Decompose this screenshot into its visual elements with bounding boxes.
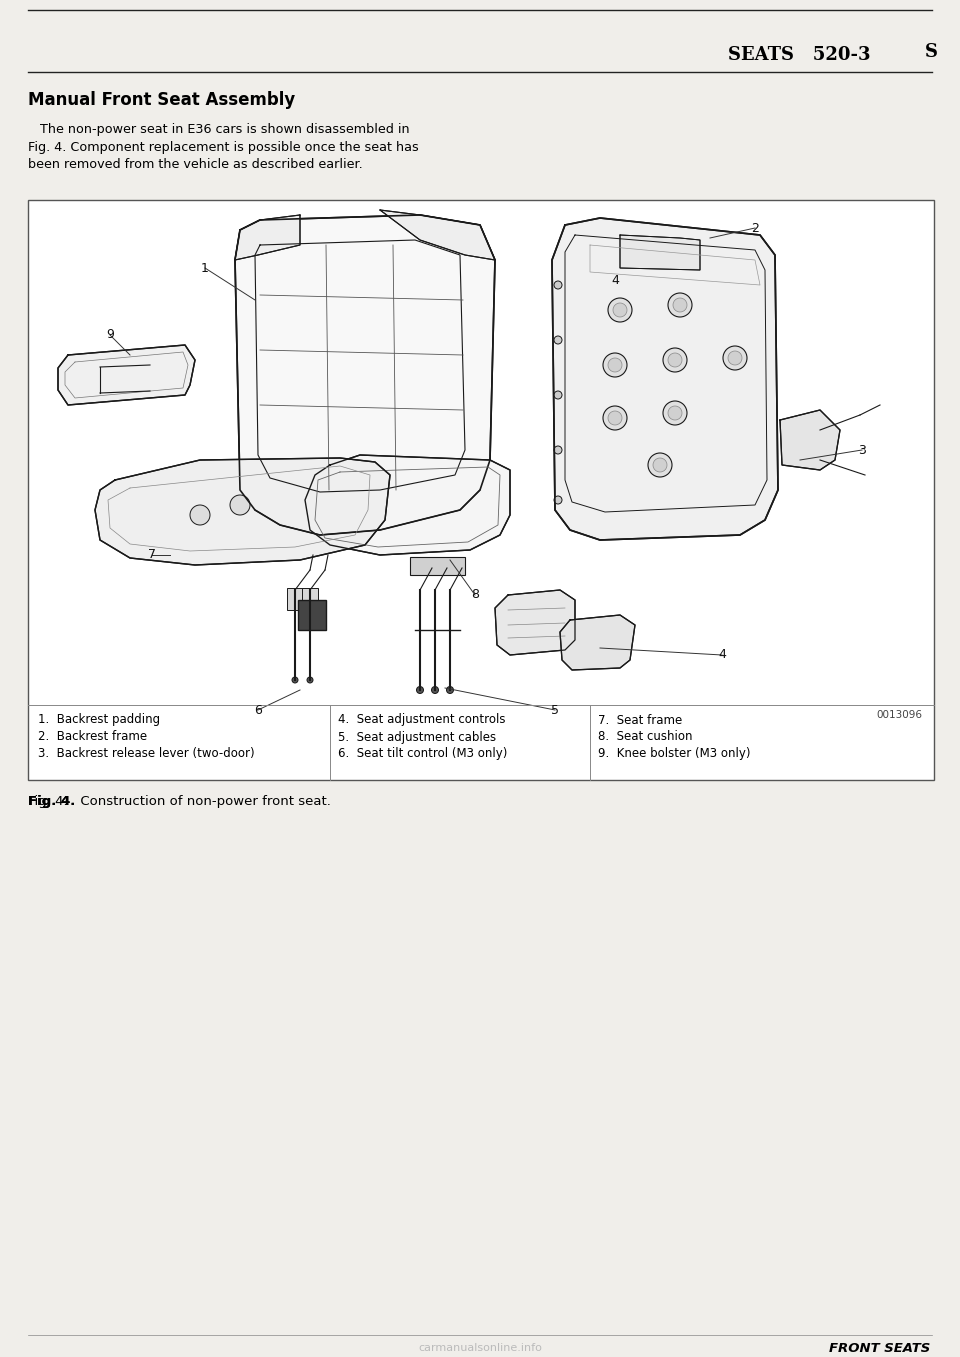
Text: FRONT SEATS: FRONT SEATS bbox=[828, 1342, 930, 1354]
Text: 1.  Backrest padding: 1. Backrest padding bbox=[38, 714, 160, 726]
Circle shape bbox=[417, 687, 423, 693]
Polygon shape bbox=[552, 218, 778, 540]
Circle shape bbox=[603, 406, 627, 430]
Circle shape bbox=[723, 346, 747, 370]
Text: S: S bbox=[925, 43, 938, 61]
Text: Manual Front Seat Assembly: Manual Front Seat Assembly bbox=[28, 91, 296, 109]
Text: 1: 1 bbox=[201, 262, 209, 274]
Circle shape bbox=[554, 281, 562, 289]
Circle shape bbox=[554, 446, 562, 455]
Circle shape bbox=[668, 353, 682, 366]
Circle shape bbox=[292, 677, 298, 683]
Text: 2.  Backrest frame: 2. Backrest frame bbox=[38, 730, 147, 744]
Text: 3.  Backrest release lever (two-door): 3. Backrest release lever (two-door) bbox=[38, 748, 254, 760]
Bar bbox=[28, 199, 934, 780]
Bar bbox=[410, 556, 465, 575]
Circle shape bbox=[668, 406, 682, 421]
Text: 7.  Seat frame: 7. Seat frame bbox=[598, 714, 683, 726]
Circle shape bbox=[431, 687, 439, 693]
Text: Fig. 4.   Construction of non-power front seat.: Fig. 4. Construction of non-power front … bbox=[28, 795, 331, 809]
Circle shape bbox=[554, 337, 562, 345]
Circle shape bbox=[673, 299, 687, 312]
Text: Fig. 4. Component replacement is possible once the seat has: Fig. 4. Component replacement is possibl… bbox=[28, 141, 419, 153]
Text: 2: 2 bbox=[751, 221, 759, 235]
Circle shape bbox=[648, 453, 672, 478]
Circle shape bbox=[608, 299, 632, 322]
Text: 4.  Seat adjustment controls: 4. Seat adjustment controls bbox=[338, 714, 506, 726]
Text: 3: 3 bbox=[858, 444, 866, 456]
Bar bbox=[302, 588, 318, 611]
Polygon shape bbox=[620, 235, 700, 270]
Polygon shape bbox=[95, 459, 390, 565]
Text: 9: 9 bbox=[106, 328, 114, 342]
Polygon shape bbox=[780, 410, 840, 470]
Circle shape bbox=[190, 505, 210, 525]
Text: 0013096: 0013096 bbox=[876, 710, 922, 721]
Text: 6: 6 bbox=[254, 703, 262, 716]
Polygon shape bbox=[305, 455, 510, 555]
Polygon shape bbox=[380, 210, 495, 261]
Circle shape bbox=[728, 351, 742, 365]
Text: 4: 4 bbox=[612, 274, 619, 286]
Polygon shape bbox=[235, 214, 495, 535]
Text: 7: 7 bbox=[148, 548, 156, 562]
Circle shape bbox=[603, 353, 627, 377]
Circle shape bbox=[663, 402, 687, 425]
Circle shape bbox=[554, 391, 562, 399]
Polygon shape bbox=[58, 345, 195, 404]
Polygon shape bbox=[495, 590, 575, 655]
Text: 8.  Seat cushion: 8. Seat cushion bbox=[598, 730, 692, 744]
Text: 5.  Seat adjustment cables: 5. Seat adjustment cables bbox=[338, 730, 496, 744]
Polygon shape bbox=[560, 615, 635, 670]
Text: 9.  Knee bolster (M3 only): 9. Knee bolster (M3 only) bbox=[598, 748, 751, 760]
Circle shape bbox=[307, 677, 313, 683]
Circle shape bbox=[663, 347, 687, 372]
Circle shape bbox=[613, 303, 627, 318]
Text: 5: 5 bbox=[551, 703, 559, 716]
Circle shape bbox=[554, 497, 562, 503]
Circle shape bbox=[653, 459, 667, 472]
Text: SEATS   520-3: SEATS 520-3 bbox=[728, 46, 870, 64]
Text: Fig. 4.: Fig. 4. bbox=[28, 795, 76, 809]
Text: been removed from the vehicle as described earlier.: been removed from the vehicle as describ… bbox=[28, 157, 363, 171]
Circle shape bbox=[230, 495, 250, 516]
Text: carmanualsonline.info: carmanualsonline.info bbox=[418, 1343, 542, 1353]
Circle shape bbox=[608, 411, 622, 425]
Bar bbox=[298, 600, 326, 630]
Text: 6.  Seat tilt control (M3 only): 6. Seat tilt control (M3 only) bbox=[338, 748, 508, 760]
Text: The non-power seat in E36 cars is shown disassembled in: The non-power seat in E36 cars is shown … bbox=[28, 123, 410, 137]
Circle shape bbox=[608, 358, 622, 372]
Text: Fig. 4.: Fig. 4. bbox=[28, 795, 76, 809]
Circle shape bbox=[446, 687, 453, 693]
Text: 4: 4 bbox=[718, 649, 726, 661]
Polygon shape bbox=[235, 214, 300, 261]
Circle shape bbox=[668, 293, 692, 318]
Bar bbox=[287, 588, 303, 611]
Text: 8: 8 bbox=[471, 589, 479, 601]
